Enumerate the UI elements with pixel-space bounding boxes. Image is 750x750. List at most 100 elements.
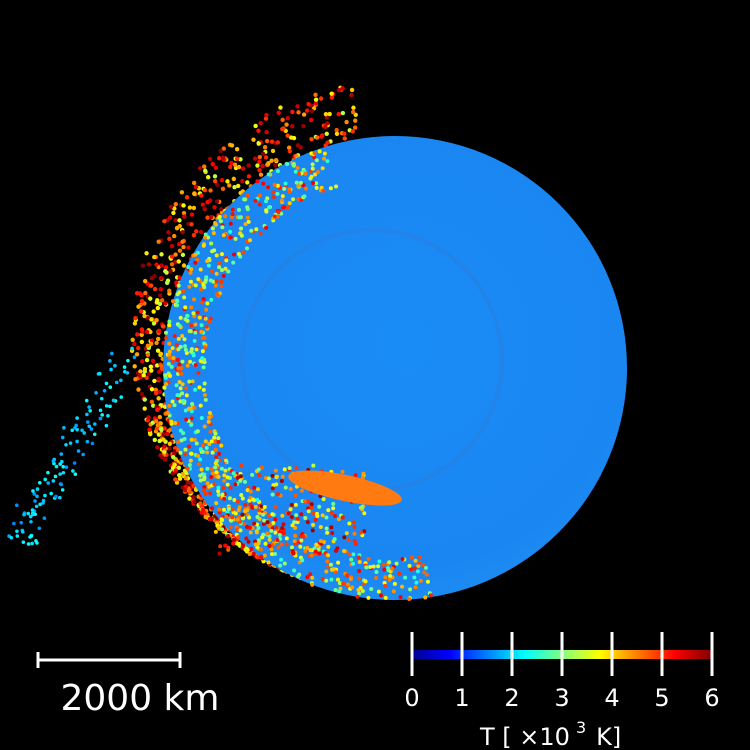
particle <box>189 222 194 227</box>
particle <box>58 482 63 486</box>
particle <box>414 580 419 585</box>
particle <box>235 183 241 189</box>
particle <box>205 301 210 306</box>
particle <box>217 260 222 265</box>
particle <box>170 346 175 351</box>
particle <box>104 381 109 386</box>
particle <box>255 514 260 519</box>
particle <box>219 268 224 273</box>
particle <box>329 577 334 582</box>
particle <box>210 226 215 231</box>
particle <box>200 449 205 454</box>
particle <box>309 174 314 179</box>
particle <box>216 436 221 441</box>
particle <box>199 415 204 420</box>
particle <box>231 176 237 182</box>
particle <box>180 382 185 387</box>
particle <box>261 181 266 186</box>
particle <box>206 419 211 424</box>
particle <box>217 156 222 161</box>
particle <box>187 489 193 495</box>
particle <box>209 214 214 220</box>
particle <box>177 248 183 253</box>
particle <box>231 471 236 476</box>
particle <box>281 531 286 536</box>
particle <box>191 233 197 238</box>
particle <box>223 468 228 473</box>
particle <box>126 358 130 363</box>
particle <box>231 260 236 265</box>
particle <box>383 575 388 580</box>
particle <box>154 426 160 431</box>
particle <box>269 547 274 552</box>
particle <box>248 489 253 494</box>
particle <box>205 199 210 205</box>
particle <box>145 352 151 358</box>
particle <box>294 513 299 518</box>
particle <box>274 525 279 530</box>
particle <box>326 508 331 513</box>
particle <box>334 184 339 189</box>
particle <box>280 474 285 479</box>
particle <box>374 570 379 575</box>
particle <box>144 375 149 380</box>
particle <box>190 402 195 407</box>
particle <box>181 263 187 268</box>
particle <box>213 461 218 466</box>
particle <box>280 526 285 531</box>
particle <box>216 525 221 530</box>
particle <box>329 91 334 96</box>
particle <box>424 572 429 577</box>
particle <box>139 327 145 332</box>
particle <box>213 465 218 470</box>
particle <box>195 310 200 315</box>
particle <box>87 424 92 429</box>
particle <box>366 556 371 561</box>
particle <box>394 561 399 566</box>
particle <box>235 517 240 522</box>
particle <box>140 359 145 364</box>
scale-bar-label: 2000 km <box>61 678 220 719</box>
particle <box>243 197 248 202</box>
particle <box>237 215 242 220</box>
particle <box>242 522 247 527</box>
particle <box>203 232 208 237</box>
particle <box>158 275 164 281</box>
particle <box>26 542 31 546</box>
particle <box>219 284 224 289</box>
particle <box>153 387 159 392</box>
particle <box>350 129 355 134</box>
colorbar-ticks: 0 1 2 3 4 5 6 <box>404 632 720 712</box>
particle <box>225 482 230 487</box>
particle <box>104 404 109 408</box>
particle <box>208 278 213 283</box>
particle <box>294 180 299 185</box>
particle <box>173 259 178 265</box>
particle <box>186 265 191 270</box>
particle <box>249 228 254 233</box>
particle <box>202 335 207 340</box>
particle <box>218 148 223 154</box>
particle <box>410 555 415 560</box>
particle <box>245 488 250 493</box>
particle <box>225 534 231 539</box>
particle <box>188 359 193 364</box>
particle <box>146 415 151 420</box>
particle <box>138 369 143 374</box>
particle <box>355 594 360 599</box>
particle <box>322 151 327 156</box>
particle <box>176 336 181 341</box>
particle <box>278 105 283 110</box>
particle <box>227 183 232 188</box>
particle <box>187 444 192 449</box>
particle <box>169 262 175 267</box>
particle <box>142 406 147 411</box>
particle <box>73 426 77 430</box>
particle <box>418 578 423 583</box>
particle <box>249 546 254 551</box>
particle <box>315 135 320 140</box>
particle <box>181 398 186 403</box>
particle <box>187 496 192 501</box>
particle <box>345 573 350 578</box>
particle <box>169 364 174 369</box>
